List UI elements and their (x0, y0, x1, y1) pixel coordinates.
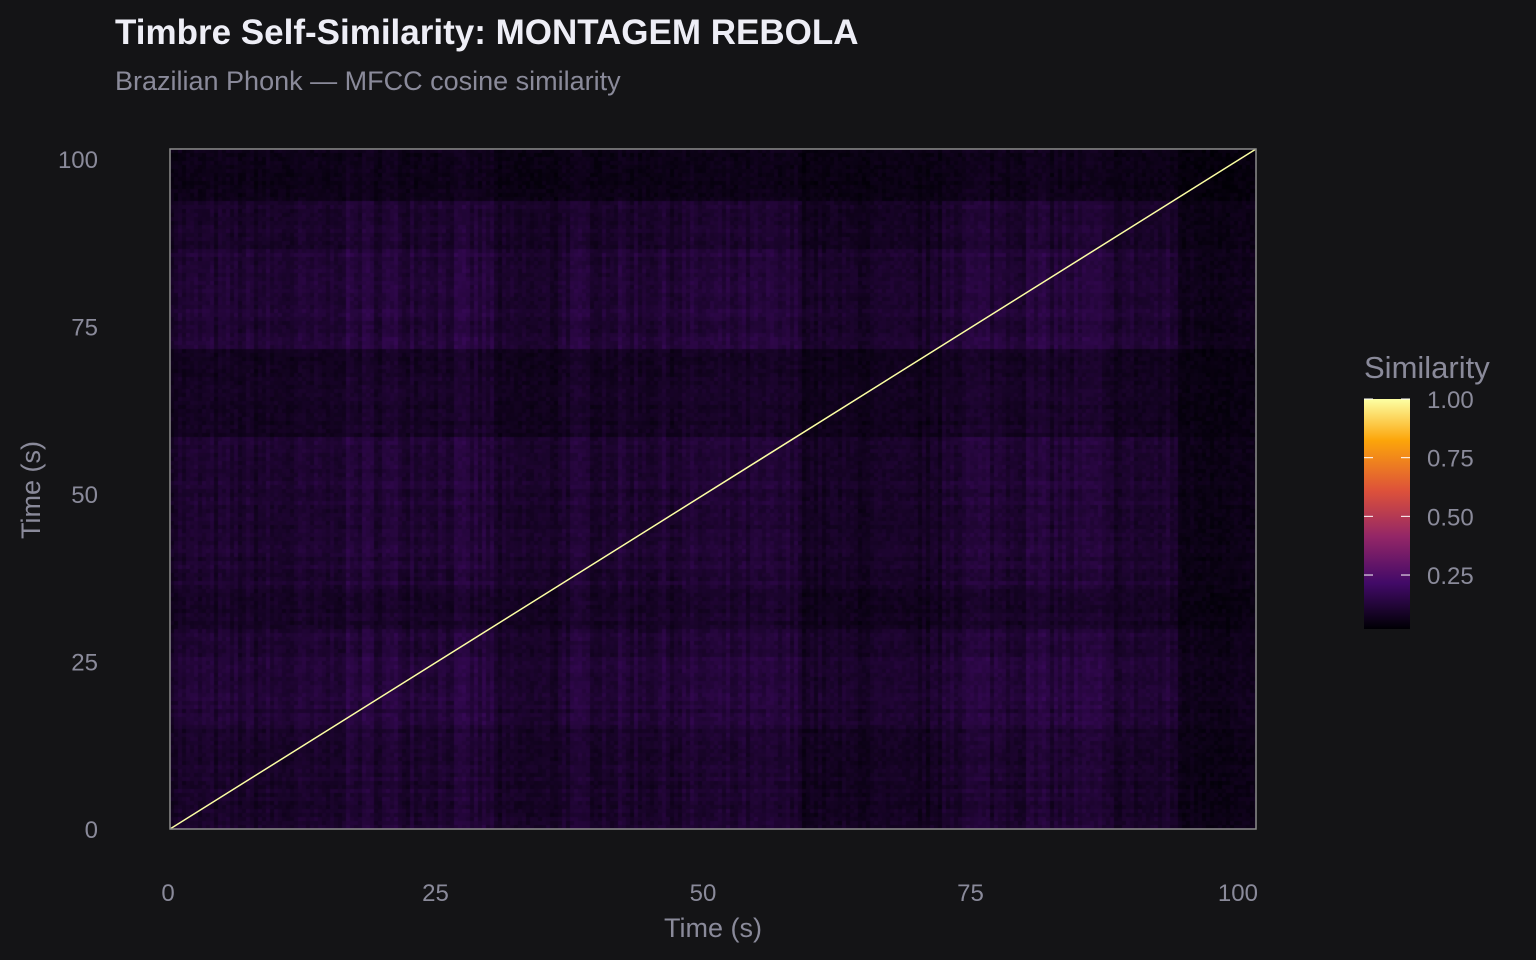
legend-tick-label: 0.50 (1427, 504, 1474, 531)
x-axis-label: Time (s) (664, 913, 762, 943)
x-tick-label: 0 (161, 880, 174, 907)
y-tick-label: 50 (71, 482, 98, 509)
legend-title: Similarity (1364, 350, 1490, 385)
heatmap-texture (170, 149, 1256, 829)
chart-title: Timbre Self-Similarity: MONTAGEM REBOLA (115, 13, 859, 52)
y-tick-label: 0 (85, 817, 98, 844)
y-tick-label: 100 (58, 147, 98, 174)
legend-tick-label: 0.75 (1427, 446, 1474, 473)
legend-tick-label: 1.00 (1427, 387, 1474, 414)
y-tick-label: 75 (71, 315, 98, 342)
x-tick-label: 25 (422, 880, 449, 907)
legend-tick-label: 0.25 (1427, 563, 1474, 590)
y-tick-label: 25 (71, 650, 98, 677)
legend-colorbar (1364, 399, 1410, 629)
x-tick-label: 75 (957, 880, 984, 907)
x-tick-label: 100 (1218, 880, 1258, 907)
x-tick-label: 50 (690, 880, 717, 907)
y-axis-label: Time (s) (16, 441, 46, 539)
chart-subtitle: Brazilian Phonk — MFCC cosine similarity (115, 66, 621, 96)
